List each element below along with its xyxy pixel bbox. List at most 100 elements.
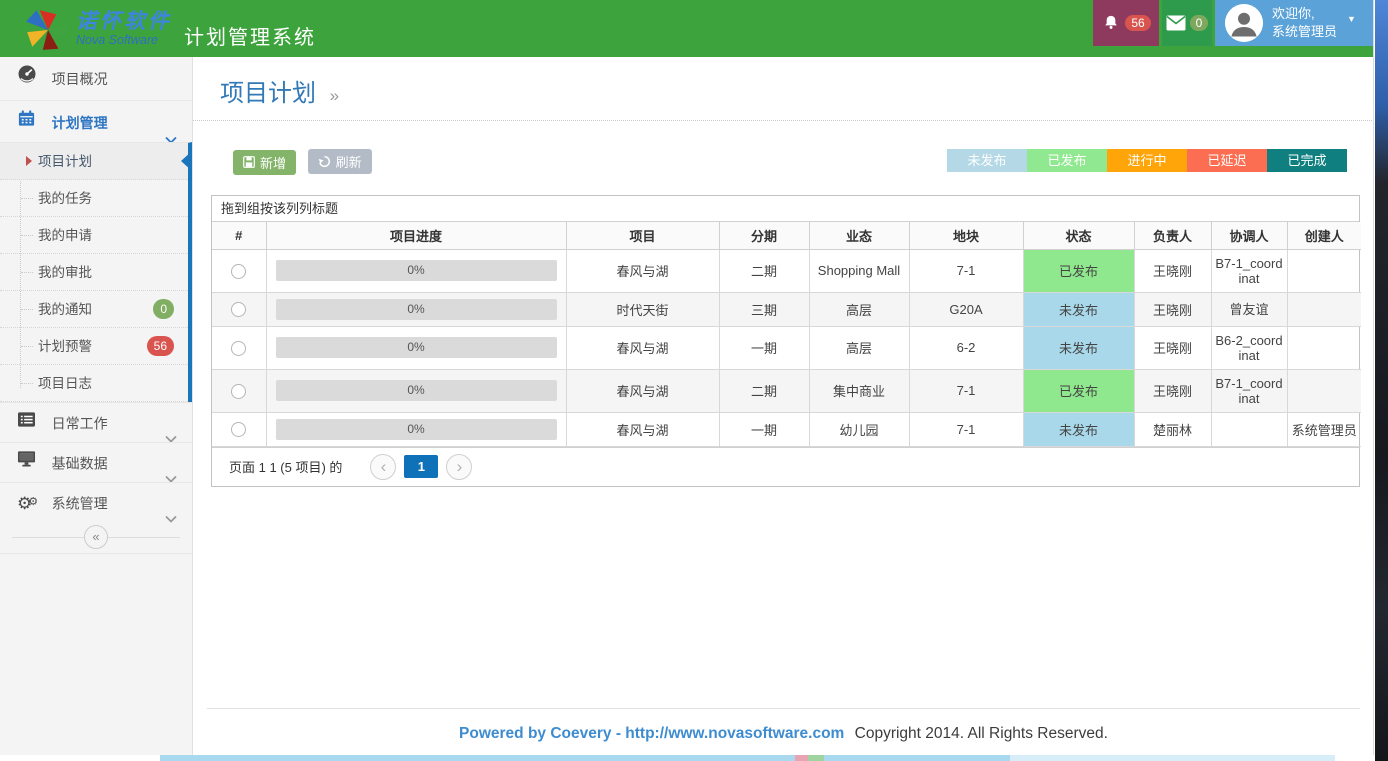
current-page-button[interactable]: 1	[404, 455, 439, 478]
sidebar-item-my-notifications[interactable]: 我的通知 0	[0, 291, 188, 328]
col-phase[interactable]: 分期	[718, 222, 810, 250]
save-icon	[243, 156, 255, 168]
col-plot[interactable]: 地块	[908, 222, 1024, 250]
welcome-text: 欢迎你, 系统管理员	[1272, 5, 1337, 40]
col-business[interactable]: 业态	[808, 222, 910, 250]
sidebar-item-label: 基础数据	[51, 455, 108, 472]
row-select-radio[interactable]	[231, 302, 247, 318]
refresh-icon	[318, 155, 331, 168]
desktop-edge-right	[1375, 0, 1388, 761]
sidebar-item-label: 项目概况	[51, 71, 108, 88]
table-row[interactable]: 0% 春风与湖 一期 高层 6-2 未发布 王晓刚 B6-2_coordinat	[212, 325, 1361, 370]
cell-coordinator: B7-1_coordinat	[1210, 368, 1288, 413]
bell-icon	[1105, 15, 1118, 29]
prev-page-button[interactable]: ‹	[370, 453, 397, 480]
chevron-down-icon	[165, 419, 177, 459]
legend-completed: 已完成	[1267, 149, 1347, 172]
sidebar-item-my-requests[interactable]: 我的申请	[0, 217, 188, 254]
sidebar-item-plan-management[interactable]: 计划管理	[0, 100, 192, 145]
sidebar-item-system-management[interactable]: ⚙⚙ 系统管理	[0, 482, 192, 523]
sidebar-item-my-approvals[interactable]: 我的审批	[0, 254, 188, 291]
cell-business: 高层	[808, 325, 910, 370]
table-row[interactable]: 0% 春风与湖 二期 Shopping Mall 7-1 已发布 王晓刚 B7-…	[212, 248, 1361, 293]
page-title: 项目计划	[220, 80, 316, 107]
group-drop-zone[interactable]: 拖到组按该列列标题	[212, 196, 1359, 222]
progress-bar: 0%	[275, 260, 557, 281]
status-badge: 已发布	[1022, 248, 1135, 293]
col-status[interactable]: 状态	[1022, 222, 1135, 250]
sidebar-item-base-data[interactable]: 基础数据	[0, 442, 192, 483]
sidebar-item-my-tasks[interactable]: 我的任务	[0, 180, 188, 217]
breadcrumb-arrow: »	[329, 86, 340, 105]
main-content: 项目计划 » 新增	[193, 57, 1373, 755]
dashboard-icon	[17, 58, 37, 101]
row-select-radio[interactable]	[231, 383, 247, 399]
col-coordinator[interactable]: 协调人	[1210, 222, 1288, 250]
notifications-badge: 0	[153, 299, 174, 319]
col-project[interactable]: 项目	[565, 222, 720, 250]
sidebar-item-plan-alerts[interactable]: 计划预警 56	[0, 328, 188, 365]
legend-unpublished: 未发布	[947, 149, 1027, 172]
cell-plot: 7-1	[908, 248, 1024, 293]
row-select-radio[interactable]	[231, 422, 247, 438]
col-select[interactable]: #	[212, 222, 267, 250]
col-creator[interactable]: 创建人	[1286, 222, 1361, 250]
cell-coordinator	[1210, 411, 1288, 447]
sidebar-item-project-logs[interactable]: 项目日志	[0, 365, 188, 402]
cell-phase: 一期	[718, 411, 810, 447]
sidebar-item-daily-work[interactable]: 日常工作	[0, 402, 192, 444]
sidebar-item-label: 计划管理	[51, 115, 108, 132]
table-row[interactable]: 0% 时代天街 三期 高层 G20A 未发布 王晓刚 曾友谊	[212, 291, 1361, 327]
user-menu[interactable]: 欢迎你, 系统管理员 ▼	[1215, 0, 1373, 46]
calendar-icon	[17, 102, 37, 145]
sidebar-item-label: 我的通知	[38, 302, 92, 317]
cell-phase: 一期	[718, 325, 810, 370]
messages-button[interactable]: 0	[1162, 0, 1212, 46]
legend-published: 已发布	[1027, 149, 1107, 172]
row-select-radio[interactable]	[231, 263, 247, 279]
toolbar: 新增 刷新 未发布 已发布 进行中 已延迟 已完成	[233, 149, 1347, 175]
cell-creator: 系统管理员	[1286, 411, 1361, 447]
cell-creator	[1286, 291, 1361, 327]
cell-business: 高层	[808, 291, 910, 327]
brand: 诺怀软件 Nova Software 计划管理系统	[0, 0, 316, 57]
pagination-bar: 页面 1 1 (5 项目) 的 ‹ 1 ›	[212, 446, 1359, 486]
next-page-button[interactable]: ›	[446, 453, 473, 480]
col-owner[interactable]: 负责人	[1133, 222, 1212, 250]
col-progress[interactable]: 项目进度	[265, 222, 567, 250]
powered-by-link[interactable]: Powered by Coevery - http://www.novasoft…	[459, 724, 845, 742]
sidebar-item-overview[interactable]: 项目概况	[0, 57, 192, 100]
cell-plot: 6-2	[908, 325, 1024, 370]
desktop-edge-bottom	[824, 755, 1010, 761]
add-button[interactable]: 新增	[233, 149, 297, 175]
row-select-radio[interactable]	[231, 340, 247, 356]
status-badge: 未发布	[1022, 325, 1135, 370]
cell-creator	[1286, 248, 1361, 293]
refresh-button[interactable]: 刷新	[307, 149, 372, 174]
cell-plot: 7-1	[908, 411, 1024, 447]
progress-bar: 0%	[275, 298, 557, 320]
add-button-label: 新增	[260, 155, 287, 171]
sidebar-collapse-button[interactable]: «	[84, 525, 108, 549]
notifications-button[interactable]: 56	[1093, 0, 1159, 46]
active-arrow-icon	[181, 151, 192, 171]
cell-project: 春风与湖	[565, 411, 720, 447]
chevron-down-icon	[165, 499, 177, 539]
welcome-line2: 系统管理员	[1272, 24, 1338, 39]
cell-coordinator: B6-2_coordinat	[1210, 325, 1288, 370]
table-row[interactable]: 0% 春风与湖 一期 幼儿园 7-1 未发布 楚丽林 系统管理员	[212, 411, 1361, 447]
sidebar-item-project-plan[interactable]: 项目计划	[0, 143, 192, 180]
chevron-down-icon	[165, 459, 177, 499]
cell-business: 集中商业	[808, 368, 910, 413]
sidebar-item-label: 项目日志	[38, 376, 92, 391]
cell-project: 春风与湖	[565, 368, 720, 413]
chevron-down-icon: ▼	[1347, 14, 1356, 24]
sidebar: 项目概况 计划管理 项目计划	[0, 57, 193, 755]
sidebar-item-label: 日常工作	[51, 415, 108, 432]
cell-business: Shopping Mall	[808, 248, 910, 293]
list-icon	[17, 404, 37, 444]
sidebar-collapse-row: «	[0, 522, 192, 554]
desktop-edge-bottom	[1010, 755, 1335, 761]
table-row[interactable]: 0% 春风与湖 二期 集中商业 7-1 已发布 王晓刚 B7-1_coordin…	[212, 368, 1361, 413]
